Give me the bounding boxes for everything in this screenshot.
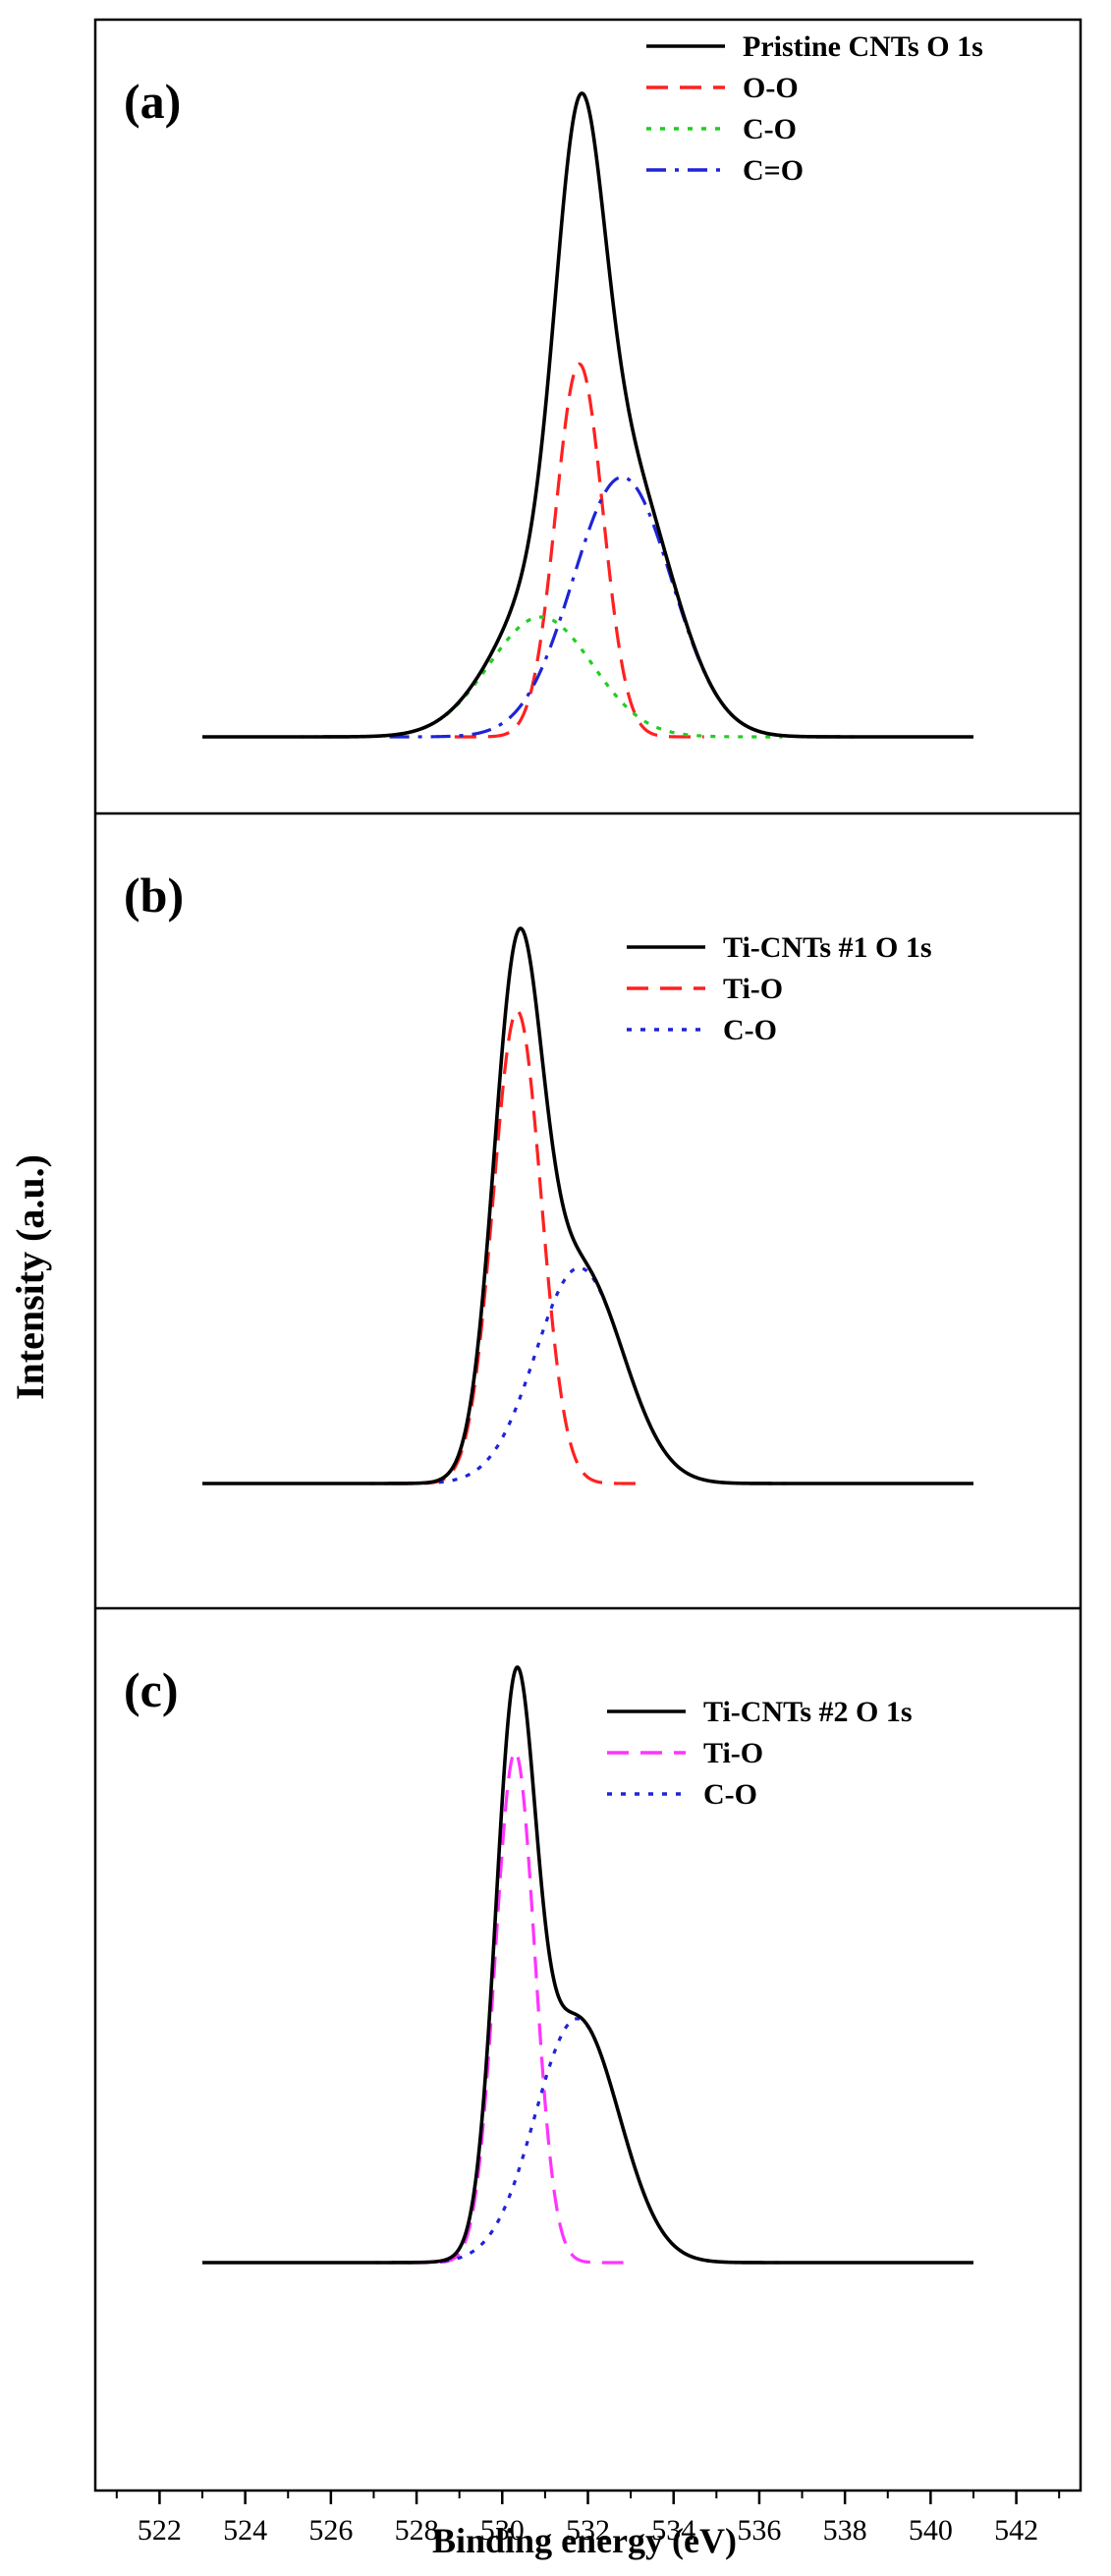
series-sum-curve	[202, 91, 973, 739]
series-c-o-curve	[374, 2017, 779, 2265]
x-tick-label: 524	[223, 2514, 267, 2547]
panel-a: (a) Pristine CNTs O 1s O-O C-O C=O	[124, 30, 983, 739]
legend-entry: Ti-CNTs #1 O 1s	[723, 931, 932, 964]
x-tick-label: 532	[566, 2514, 610, 2547]
panel-label: (b)	[124, 868, 184, 923]
x-tick-label: 534	[651, 2514, 695, 2547]
legend-entry: C=O	[743, 154, 804, 187]
x-tick-label: 538	[823, 2514, 867, 2547]
x-tick-label: 526	[308, 2514, 353, 2547]
series-sum-curve	[202, 926, 973, 1485]
legend-entry: Ti-O	[723, 973, 783, 1005]
series-sum-curve	[202, 1665, 973, 2265]
series-c-o-curve	[299, 615, 783, 739]
x-tick-label: 540	[909, 2514, 953, 2547]
x-tick-label: 542	[994, 2514, 1038, 2547]
x-tick-label: 530	[480, 2514, 525, 2547]
legend-entry: Pristine CNTs O 1s	[743, 30, 983, 63]
y-axis-label: Intensity (a.u.)	[8, 1154, 52, 1400]
series-o-o-curve	[454, 363, 704, 739]
legend-entry: Ti-CNTs #2 O 1s	[703, 1696, 913, 1728]
panel-label: (a)	[124, 74, 181, 129]
panel-label: (c)	[124, 1662, 179, 1717]
x-tick-label: 536	[737, 2514, 781, 2547]
legend-entry: C-O	[743, 113, 797, 145]
plot-area: 522 524 526 528 530 532 534 536 538 540 542 (a) Pris…	[93, 18, 1083, 2547]
x-tick-label: 522	[138, 2514, 182, 2547]
legend-entry: C-O	[723, 1014, 777, 1046]
panel-b: (b) Ti-CNTs #1 O 1s Ti-O C-O	[124, 868, 973, 1485]
panel-c: (c) Ti-CNTs #2 O 1s Ti-O C-O	[124, 1662, 973, 2265]
x-axis-label: Binding energy (eV)	[432, 2521, 737, 2560]
legend-entry: O-O	[743, 72, 799, 104]
x-tick-label: 528	[395, 2514, 439, 2547]
legend-entry: Ti-O	[703, 1737, 763, 1769]
legend-entry: C-O	[703, 1778, 757, 1811]
series-c-o-curve	[369, 1265, 789, 1485]
